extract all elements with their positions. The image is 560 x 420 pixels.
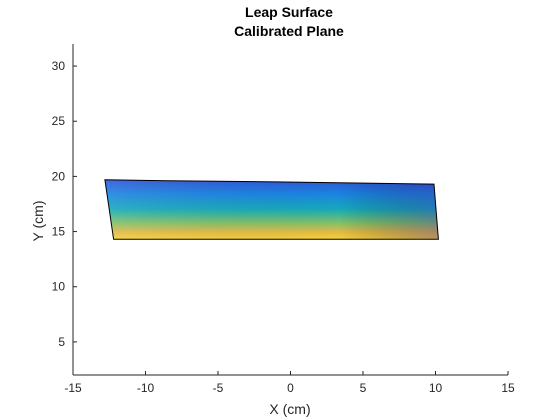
y-tick-label: 25: [52, 114, 66, 128]
axes: -15 -10 -5 0 5 10 15 5 10 15 20 25 30: [52, 44, 515, 395]
x-tick-label: 10: [429, 381, 443, 395]
y-tick-label: 10: [52, 280, 66, 294]
calibrated-plane-shading: [104, 179, 439, 240]
y-tick-label: 15: [52, 225, 66, 239]
x-tick-label: 15: [501, 381, 515, 395]
x-tick-label: 0: [287, 381, 294, 395]
x-axis-label: X (cm): [269, 401, 310, 417]
x-tick-label: -5: [213, 381, 224, 395]
chart-title-line-2: Calibrated Plane: [234, 23, 344, 39]
x-tick-label: -15: [64, 381, 82, 395]
y-tick-label: 20: [52, 169, 66, 183]
x-tick-label: -10: [137, 381, 155, 395]
surface-group: [104, 179, 439, 240]
y-axis-label: Y (cm): [30, 201, 46, 242]
calibrated-plane-edge: [104, 179, 439, 240]
x-ticks: -15 -10 -5 0 5 10 15: [64, 371, 515, 395]
y-tick-label: 5: [58, 335, 65, 349]
y-tick-label: 30: [52, 59, 66, 73]
x-tick-label: 5: [360, 381, 367, 395]
y-ticks: 5 10 15 20 25 30: [52, 59, 77, 349]
chart-title-line-1: Leap Surface: [245, 4, 333, 20]
